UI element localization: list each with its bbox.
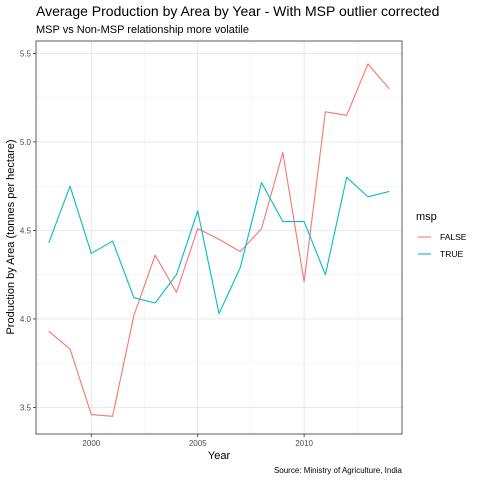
y-axis-title: Production by Area (tonnes per hectare) (5, 139, 17, 334)
series-layer (48, 63, 390, 417)
chart-caption: Source: Ministry of Agriculture, India (274, 466, 403, 475)
x-tick-label: 2010 (295, 439, 313, 448)
x-tick-label: 2000 (82, 439, 100, 448)
y-tick-label: 4.0 (20, 315, 32, 324)
legend-label-false: FALSE (440, 232, 467, 242)
chart-title: Average Production by Area by Year - Wit… (36, 3, 439, 19)
chart-subtitle: MSP vs Non-MSP relationship more volatil… (36, 24, 249, 36)
x-axis-title: Year (208, 450, 231, 462)
y-tick-label: 3.5 (20, 403, 32, 412)
legend: msp FALSE TRUE (416, 211, 467, 263)
legend-title: msp (416, 211, 437, 223)
panel-background (36, 41, 402, 434)
minor-gridlines (36, 41, 402, 434)
series-line-true (48, 176, 390, 315)
legend-label-true: TRUE (440, 249, 463, 259)
series-line-false (48, 63, 390, 417)
plot-panel (35, 40, 403, 435)
major-gridlines (36, 41, 402, 434)
panel-border (35, 40, 403, 435)
x-axis: 2000 2005 2010 (82, 434, 314, 448)
x-tick-label: 2005 (189, 439, 207, 448)
y-tick-label: 4.5 (20, 226, 32, 235)
y-axis: 3.5 4.0 4.5 5.0 5.5 (20, 49, 36, 412)
y-tick-label: 5.5 (20, 49, 32, 58)
y-tick-label: 5.0 (20, 138, 32, 147)
